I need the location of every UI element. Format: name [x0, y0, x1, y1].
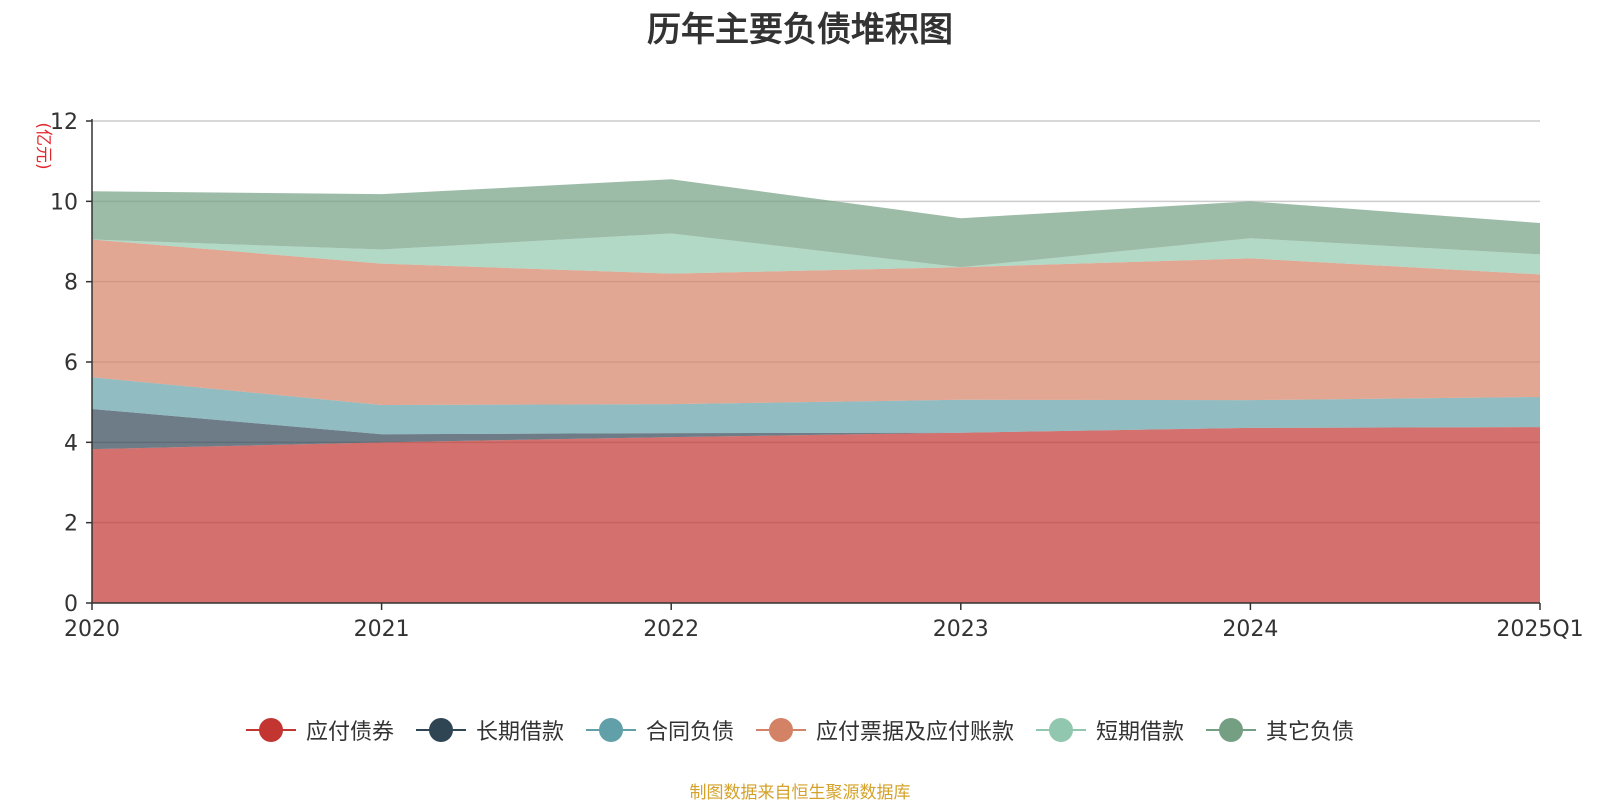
- area-series-其它负债: [92, 179, 1540, 268]
- legend-label: 其它负债: [1266, 720, 1355, 745]
- legend-marker-icon: [245, 717, 296, 743]
- stacked-areas: [92, 179, 1540, 603]
- y-axis-label: (亿元): [33, 122, 53, 169]
- axes: 0 2 4 6 8 10 12 2020 2021 2022 2023 2024 2025Q1 (亿元): [33, 110, 1584, 642]
- legend-label: 长期借款: [475, 720, 564, 745]
- area-series-应付债券: [92, 427, 1540, 603]
- x-tick-label: 2020: [64, 617, 120, 642]
- legend-item[interactable]: 应付债券: [245, 714, 394, 746]
- source-note: 制图数据来自恒生聚源数据库: [689, 783, 911, 803]
- legend-item[interactable]: 合同负债: [585, 714, 734, 746]
- area-series-短期借款: [92, 233, 1540, 275]
- chart-title: 历年主要负债堆积图: [647, 10, 953, 50]
- legend-item[interactable]: 长期借款: [415, 714, 564, 746]
- y-tick-label: 10: [50, 190, 78, 215]
- legend-marker-icon: [1206, 717, 1257, 743]
- area-series-合同负债: [92, 377, 1540, 435]
- legend-label: 短期借款: [1096, 720, 1185, 745]
- y-tick-label: 6: [64, 351, 78, 376]
- y-tick-label: 0: [64, 592, 78, 617]
- legend-label: 应付债券: [305, 720, 394, 745]
- y-tick-label: 2: [64, 512, 78, 537]
- legend: 应付债券 长期借款 合同负债 应付票据及应付账款 短期借款 其它负债: [0, 714, 1600, 746]
- area-series-长期借款: [92, 408, 1540, 450]
- x-tick-label: 2024: [1222, 617, 1278, 642]
- y-tick-label: 4: [64, 431, 78, 456]
- legend-item[interactable]: 短期借款: [1036, 714, 1184, 746]
- legend-label: 合同负债: [645, 720, 734, 745]
- x-tick-label: 2021: [354, 617, 410, 642]
- x-tick-label: 2025Q1: [1496, 617, 1583, 642]
- legend-marker-icon: [415, 717, 466, 743]
- legend-item[interactable]: 应付票据及应付账款: [756, 714, 1014, 746]
- y-tick-label: 8: [64, 271, 78, 296]
- legend-label: 应付票据及应付账款: [816, 720, 1015, 745]
- area-series-应付票据及应付账款: [92, 239, 1540, 405]
- legend-marker-icon: [1036, 717, 1087, 743]
- legend-marker-icon: [756, 717, 806, 743]
- y-tick-label: 12: [50, 110, 78, 135]
- x-tick-label: 2022: [643, 617, 699, 642]
- legend-item[interactable]: 其它负债: [1206, 714, 1354, 746]
- legend-marker-icon: [585, 717, 636, 743]
- x-tick-label: 2023: [933, 617, 989, 642]
